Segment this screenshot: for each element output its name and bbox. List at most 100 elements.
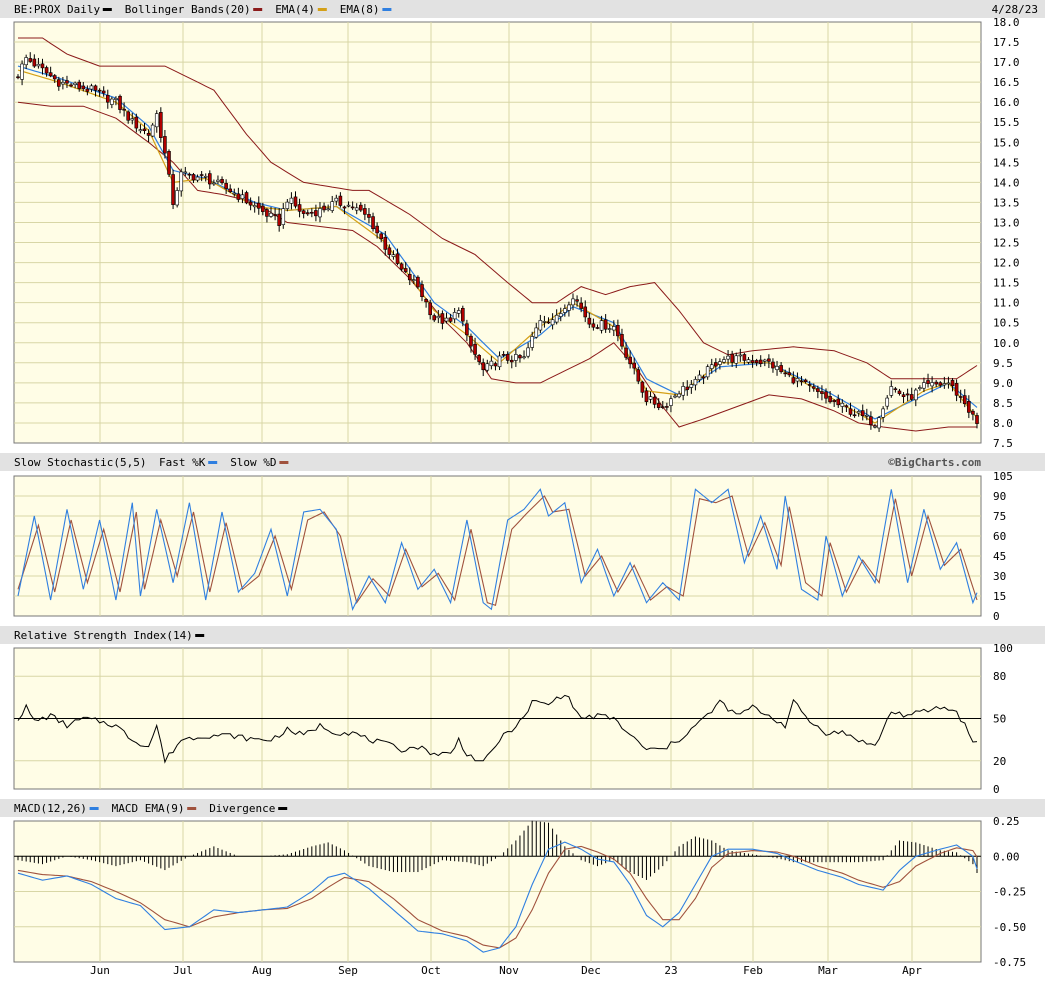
candle: [775, 360, 779, 376]
candle: [440, 310, 445, 330]
candle: [885, 395, 890, 410]
candle: [208, 170, 212, 190]
candle: [461, 305, 465, 327]
candle: [159, 107, 163, 143]
candle: [114, 96, 118, 106]
y-tick-label: 11.5: [993, 277, 1020, 290]
legend-swatch: [278, 807, 288, 810]
candle: [261, 202, 265, 216]
price-y-axis: 18.0 17.5 17.0 16.5 16.0 15.5 15.0 14.5 14.0 13.5…: [993, 16, 1020, 450]
candle: [330, 195, 335, 213]
candle: [795, 372, 800, 388]
candle: [28, 52, 33, 63]
candle: [971, 409, 975, 421]
candle: [371, 212, 375, 232]
candle: [69, 82, 73, 88]
candle: [612, 320, 616, 337]
candle: [110, 96, 114, 109]
candle: [297, 198, 302, 218]
legend-label: Divergence: [209, 802, 275, 815]
rsi-panel-header: [0, 626, 1045, 644]
candle: [648, 391, 653, 404]
legend-swatch: [102, 8, 112, 11]
candle: [195, 174, 200, 183]
candle: [799, 376, 804, 386]
candle: [942, 376, 947, 389]
candle: [395, 248, 400, 266]
candle: [187, 172, 192, 179]
candle: [167, 149, 171, 177]
candle: [203, 173, 208, 182]
candle: [420, 280, 424, 302]
candle: [350, 201, 355, 211]
y-tick-label: 16.5: [993, 76, 1020, 89]
candle: [701, 374, 706, 385]
candle: [865, 408, 869, 421]
candle: [358, 202, 363, 213]
candle: [550, 313, 555, 330]
y-tick-label: 8.0: [993, 417, 1013, 430]
candle: [742, 352, 747, 365]
y-tick-label: 90: [993, 490, 1006, 503]
candle: [518, 354, 522, 363]
candle: [873, 424, 877, 429]
candle: [273, 207, 277, 221]
legend-swatch: [187, 807, 197, 810]
y-tick-label: 80: [993, 670, 1006, 683]
y-tick-label: 0.00: [993, 850, 1020, 863]
candle: [224, 179, 228, 194]
candle: [481, 358, 486, 377]
candle: [730, 350, 734, 367]
candle: [81, 82, 86, 92]
candle: [452, 308, 457, 324]
bollinger-lower-line: [17, 101, 977, 432]
rsi-line: [17, 694, 978, 764]
y-tick-label: 100: [993, 642, 1013, 655]
x-tick-label: Dec: [581, 964, 601, 977]
price-panel-header: [0, 0, 1045, 18]
candle: [322, 202, 326, 213]
candle: [889, 380, 894, 398]
candle: [930, 376, 934, 393]
candle: [244, 190, 249, 205]
candle: [326, 204, 330, 212]
stochastic-panel-header: [0, 453, 1045, 471]
candle: [530, 331, 534, 351]
y-tick-label: 0: [993, 610, 1000, 623]
candle: [669, 395, 673, 413]
candle: [305, 209, 310, 216]
candle: [656, 398, 661, 411]
candle: [130, 112, 135, 125]
candle: [24, 54, 28, 69]
candle: [444, 312, 449, 324]
candle: [301, 209, 306, 219]
legend-label: EMA(8): [340, 3, 380, 16]
candle: [179, 168, 184, 197]
y-tick-label: 60: [993, 530, 1006, 543]
rsi-y-axis: 100 80 50 20 0: [993, 642, 1013, 796]
legend-label: MACD(12,26): [14, 802, 87, 815]
y-tick-label: 9.5: [993, 357, 1013, 370]
candle: [575, 295, 579, 307]
candle: [36, 57, 41, 69]
candle: [465, 319, 469, 342]
y-tick-label: 20: [993, 755, 1006, 768]
slow-d-line: [17, 495, 978, 607]
y-tick-label: 14.5: [993, 156, 1020, 169]
candle: [779, 362, 783, 374]
candle: [673, 393, 677, 399]
candle: [754, 358, 759, 367]
candle: [473, 337, 477, 360]
y-tick-label: 75: [993, 510, 1006, 523]
candle: [293, 191, 298, 209]
candle: [338, 192, 343, 208]
rsi-legend: Relative Strength Index(14): [14, 629, 205, 642]
candle: [342, 205, 347, 215]
candle: [750, 354, 755, 368]
candle: [607, 323, 612, 333]
y-tick-label: 12.0: [993, 257, 1020, 270]
candle: [644, 387, 649, 406]
legend-label: BE:PROX Daily: [14, 3, 100, 16]
x-tick-label: Oct: [421, 964, 441, 977]
candle: [424, 297, 428, 308]
